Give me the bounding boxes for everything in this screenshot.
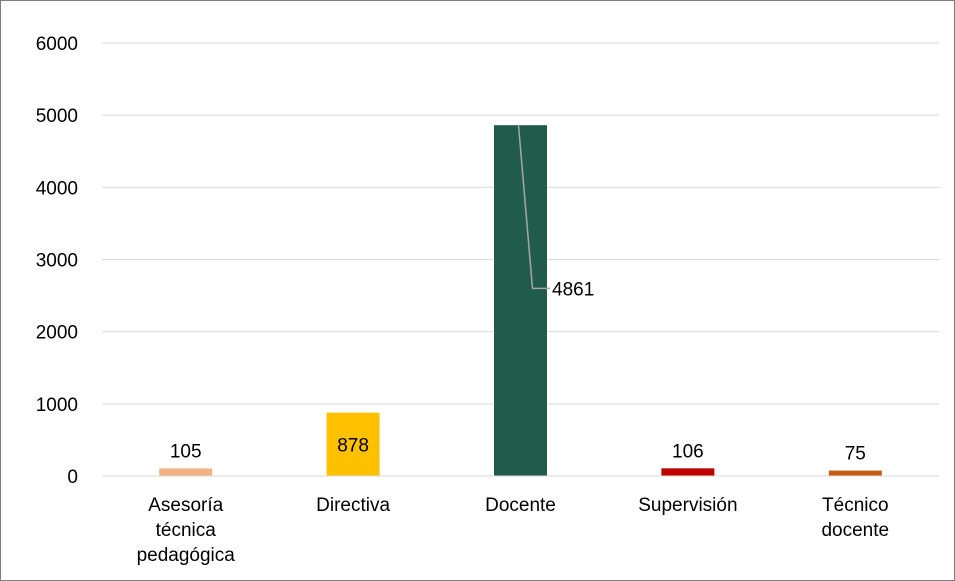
data-label: 75 [845,444,866,465]
category-label: docente [821,520,889,541]
y-tick-label: 5000 [36,106,78,127]
category-label: Directiva [316,495,390,516]
bar [828,470,882,476]
data-label: 106 [672,441,704,462]
leader-line [517,125,550,290]
bar [326,412,380,476]
data-label: 878 [337,435,369,456]
bars [159,125,882,477]
bar [661,468,715,476]
bar [159,468,213,476]
category-label: pedagógica [137,545,236,566]
category-label: Docente [485,495,556,516]
y-axis-ticks: 0 1000 2000 3000 4000 5000 6000 [36,34,78,488]
y-tick-label: 2000 [36,323,78,344]
category-label: Supervisión [638,495,737,516]
data-labels: 105 878 4861 106 75 [170,125,866,465]
bar [494,125,547,477]
data-label: 105 [170,441,202,462]
category-label: Asesoría [148,495,223,516]
y-tick-label: 6000 [36,34,78,55]
y-tick-label: 4000 [36,178,78,199]
category-label: Técnico [822,495,889,516]
category-label: técnica [156,520,217,541]
y-tick-label: 0 [67,467,78,488]
y-tick-label: 1000 [36,395,78,416]
category-labels: Asesoría técnica pedagógica Directiva Docent… [137,495,890,566]
y-tick-label: 3000 [36,251,78,272]
data-label: 4861 [552,279,594,300]
